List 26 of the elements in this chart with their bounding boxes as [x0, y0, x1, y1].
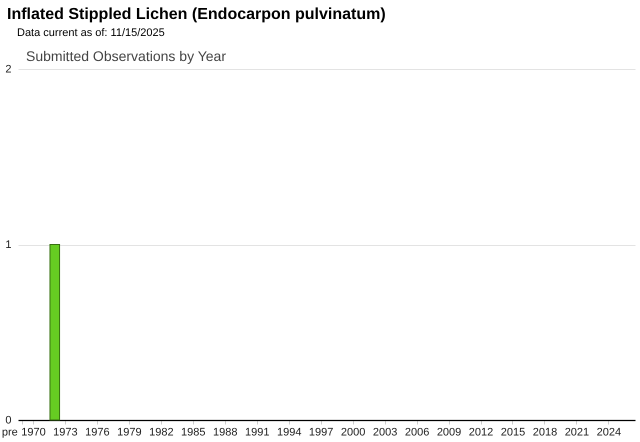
- x-tick-label: 2015: [500, 426, 526, 438]
- y-tick-label: 0: [5, 414, 12, 426]
- x-tick-label: pre: [2, 426, 18, 438]
- x-tick-label: 2000: [340, 426, 366, 438]
- y-tick-label: 2: [5, 64, 12, 76]
- x-tick-label: 2012: [468, 426, 494, 438]
- x-tick-label: 2006: [404, 426, 430, 438]
- x-tick-label: 1973: [53, 426, 78, 438]
- x-tick-label: 1997: [308, 426, 334, 438]
- x-tick-label: 1976: [85, 426, 110, 438]
- chart-title: Inflated Stippled Lichen (Endocarpon pulvinatum): [7, 6, 386, 23]
- x-tick-label: 1988: [213, 426, 238, 438]
- x-tick-label: 2024: [596, 426, 622, 438]
- text: Submitted Observations by Year: [26, 48, 226, 64]
- x-tick-label: 1979: [117, 426, 142, 438]
- x-tick-label: 2018: [532, 426, 558, 438]
- x-tick-label: 1982: [149, 426, 174, 438]
- x-tick-label: 2003: [372, 426, 398, 438]
- x-tick-label: 1994: [276, 426, 302, 438]
- y-tick-label: 1: [5, 239, 12, 251]
- chart-subtitle: Data current as of: 11/15/2025: [17, 27, 165, 39]
- x-tick-label: 1991: [244, 426, 270, 438]
- x-tick-label: 2009: [436, 426, 462, 438]
- x-tick-label: 2021: [564, 426, 590, 438]
- x-tick-label: 1970: [21, 426, 46, 438]
- x-tick-label: 1985: [181, 426, 206, 438]
